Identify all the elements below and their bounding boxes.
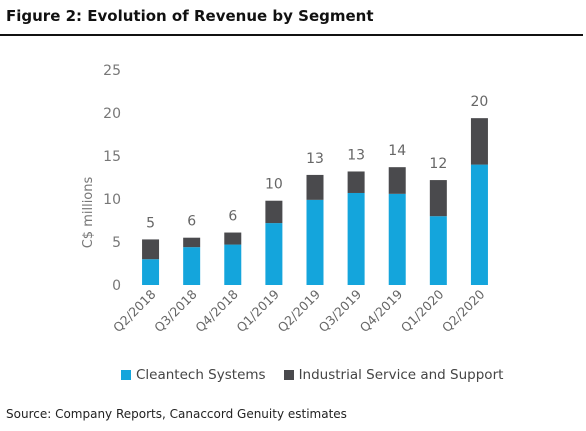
x-tick-label: Q1/2020 (398, 286, 447, 335)
y-axis-label: C$ millions (81, 176, 96, 248)
legend-swatch-cleantech (121, 370, 131, 380)
y-tick-label: 0 (112, 278, 121, 294)
title-rule (0, 34, 583, 36)
legend-label-cleantech: Cleantech Systems (136, 367, 266, 383)
bar-cleantech (142, 259, 160, 285)
bar-industrial (347, 171, 365, 193)
x-tick-label: Q2/2020 (439, 286, 488, 335)
y-tick-label: 20 (103, 106, 121, 122)
bar-cleantech (470, 164, 488, 285)
bar-industrial (306, 174, 324, 200)
total-data-label: 13 (306, 151, 324, 167)
total-data-label: 20 (471, 94, 489, 110)
bar-cleantech (224, 244, 242, 285)
bar-cleantech (347, 192, 365, 285)
bar-cleantech (429, 216, 447, 285)
source-note: Source: Company Reports, Canaccord Genui… (6, 407, 347, 421)
legend-item-industrial: Industrial Service and Support (283, 367, 504, 383)
bar-industrial (183, 237, 201, 248)
total-data-label: 13 (347, 147, 365, 163)
y-tick-label: 25 (103, 63, 121, 79)
x-tick-label: Q2/2019 (274, 286, 323, 335)
total-data-label: 5 (146, 215, 155, 231)
figure-title: Figure 2: Evolution of Revenue by Segmen… (6, 7, 374, 25)
total-data-label: 10 (265, 177, 283, 193)
x-tick-label: Q4/2019 (357, 286, 406, 335)
bar-industrial (142, 239, 160, 260)
y-tick-label: 10 (103, 192, 121, 208)
chart-legend: Cleantech Systems Industrial Service and… (121, 367, 503, 383)
legend-item-cleantech: Cleantech Systems (121, 367, 266, 383)
x-tick-label: Q3/2018 (151, 286, 200, 335)
bar-industrial (388, 167, 406, 194)
bar-industrial (429, 180, 447, 217)
total-data-label: 6 (187, 214, 196, 230)
x-tick-label: Q4/2018 (192, 286, 241, 335)
y-tick-label: 5 (112, 235, 121, 251)
bar-cleantech (306, 199, 324, 285)
y-tick-label: 15 (103, 149, 121, 165)
bar-cleantech (265, 223, 283, 285)
bar-industrial (265, 200, 283, 224)
bar-industrial (470, 118, 488, 165)
total-data-label: 12 (429, 156, 447, 172)
x-tick-label: Q3/2019 (316, 286, 365, 335)
total-data-label: 14 (388, 143, 406, 159)
legend-label-industrial: Industrial Service and Support (298, 367, 504, 383)
bar-cleantech (388, 193, 406, 285)
bar-industrial (224, 232, 242, 245)
legend-swatch-industrial (283, 370, 294, 380)
x-tick-label: Q1/2019 (233, 286, 282, 335)
total-data-label: 6 (228, 209, 237, 225)
bar-cleantech (183, 247, 201, 285)
